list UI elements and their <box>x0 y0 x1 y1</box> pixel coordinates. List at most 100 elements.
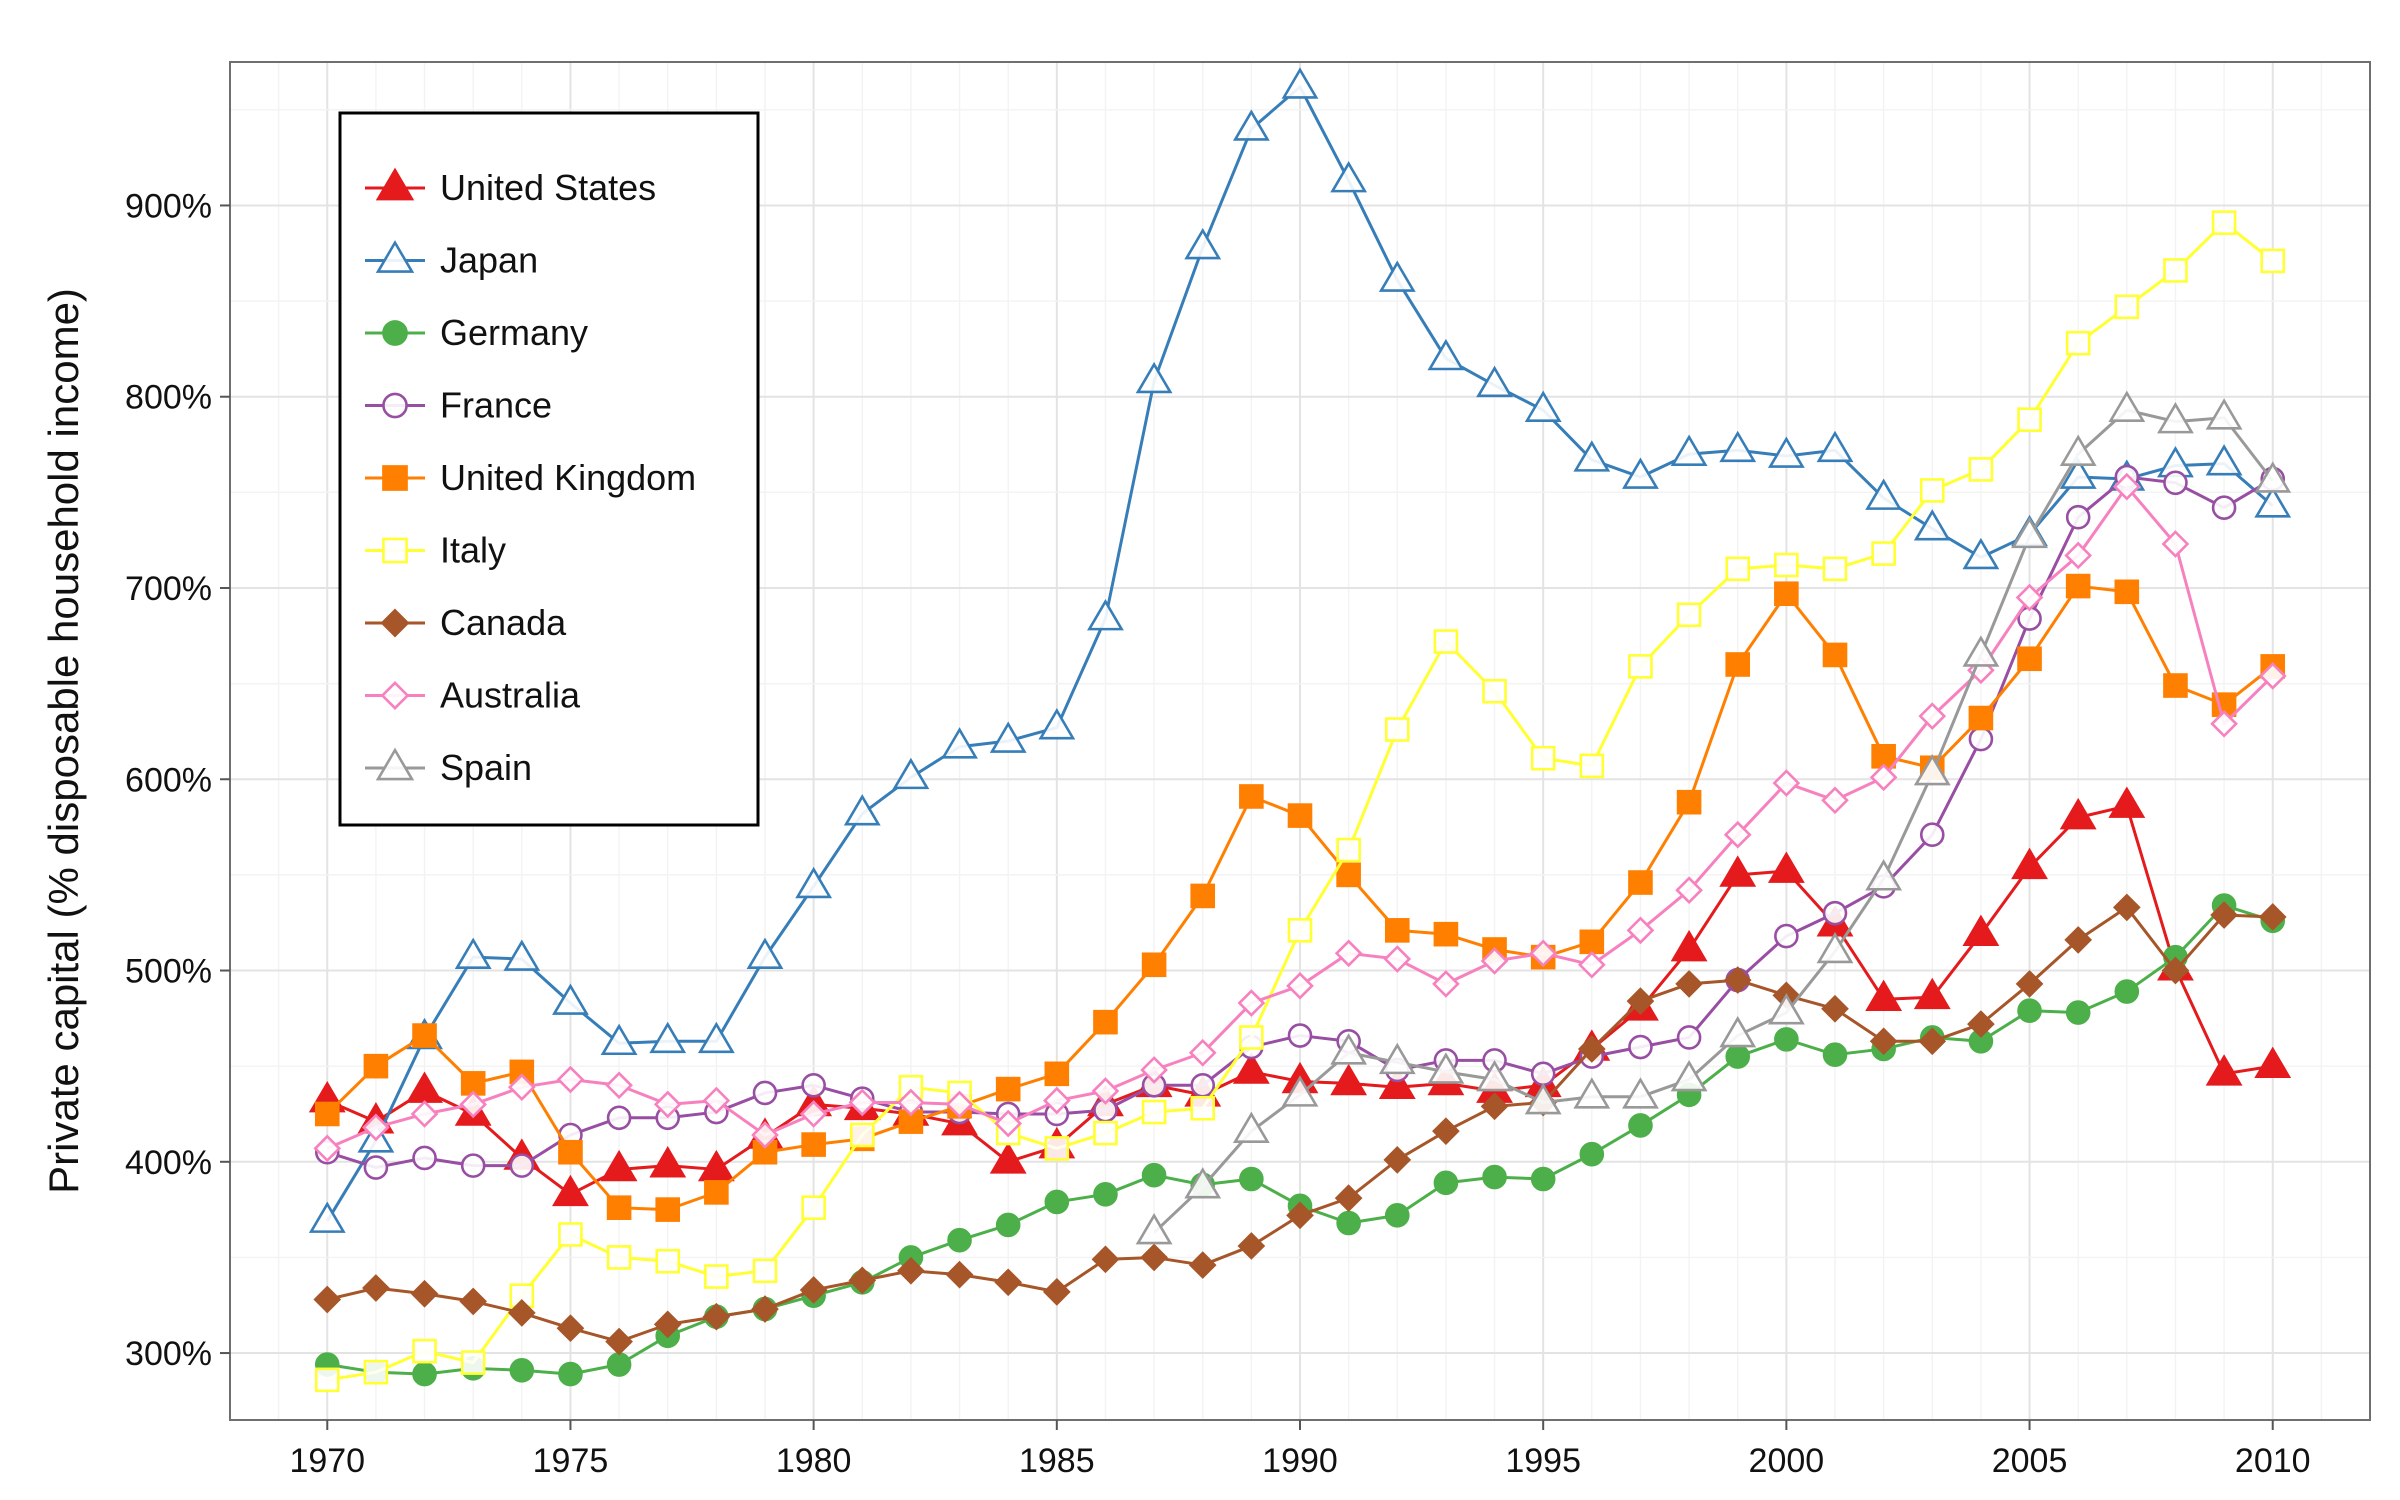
data-point-united-states <box>989 1142 1027 1174</box>
data-point-united-states <box>649 1146 687 1178</box>
data-point-united-states <box>600 1149 638 1182</box>
x-tick-label: 1990 <box>1262 1442 1338 1480</box>
data-point-canada <box>1869 1027 1898 1056</box>
data-point-france <box>1676 1025 1702 1050</box>
data-point-japan <box>746 937 784 969</box>
legend-key-marker <box>382 320 408 346</box>
data-point-canada <box>653 1310 682 1339</box>
legend-label: Spain <box>440 747 532 788</box>
data-point-japan <box>2059 457 2097 489</box>
data-point-australia <box>410 1100 439 1128</box>
y-tick-label: 800% <box>125 379 212 417</box>
data-point-italy <box>1093 1120 1118 1146</box>
data-point-japan <box>1573 440 1611 472</box>
data-point-united-states <box>2254 1046 2292 1078</box>
data-point-canada <box>313 1285 342 1314</box>
data-point-japan <box>1524 390 1562 422</box>
series-italy <box>314 210 2286 1393</box>
data-point-australia <box>2112 472 2141 501</box>
data-point-japan <box>795 866 833 899</box>
data-point-italy <box>1044 1136 1070 1161</box>
data-point-united-kingdom <box>1968 705 1994 731</box>
data-point-united-kingdom <box>314 1101 340 1127</box>
data-point-united-kingdom <box>704 1180 729 1205</box>
data-point-france <box>1530 1061 1556 1087</box>
data-point-canada <box>1091 1245 1120 1274</box>
data-point-australia <box>1432 970 1460 998</box>
x-tick-label: 1975 <box>533 1442 609 1480</box>
data-point-germany <box>1725 1044 1751 1069</box>
data-point-japan <box>1913 509 1951 541</box>
data-point-canada <box>1334 1184 1363 1212</box>
data-point-spain <box>1281 1075 1319 1107</box>
data-point-united-kingdom <box>2017 646 2042 672</box>
data-point-united-kingdom <box>1287 803 1313 828</box>
data-point-united-kingdom <box>1239 784 1264 809</box>
legend-item-united-kingdom: United Kingdom <box>365 457 696 498</box>
data-point-united-kingdom <box>2114 579 2140 605</box>
data-point-australia <box>1529 939 1558 968</box>
data-point-united-states <box>2108 786 2146 818</box>
data-point-united-kingdom <box>1093 1009 1118 1035</box>
data-point-italy <box>1871 541 1896 566</box>
data-point-italy <box>1628 654 1653 679</box>
data-point-germany <box>2017 998 2042 1023</box>
data-point-france <box>363 1155 389 1180</box>
data-point-italy <box>1336 837 1361 863</box>
legend-key-marker <box>382 392 408 419</box>
y-tick-label: 700% <box>125 570 212 608</box>
data-point-italy <box>1190 1095 1216 1121</box>
data-point-australia <box>1577 950 1606 979</box>
data-point-canada <box>1918 1027 1947 1056</box>
data-point-france <box>752 1080 778 1106</box>
data-point-germany <box>2065 1000 2091 1025</box>
data-point-japan <box>1962 537 2000 570</box>
data-point-australia <box>2064 541 2093 570</box>
data-point-france <box>606 1105 632 1131</box>
data-point-australia <box>994 1109 1023 1138</box>
legend-item-spain: Spain <box>365 747 532 788</box>
data-point-united-kingdom <box>995 1076 1021 1102</box>
data-point-italy <box>1384 717 1410 742</box>
data-point-canada <box>556 1314 585 1343</box>
data-point-united-states <box>1232 1052 1270 1084</box>
data-point-france <box>1919 822 1945 848</box>
data-point-italy <box>1433 629 1459 654</box>
data-point-canada <box>362 1274 390 1302</box>
data-point-japan <box>1427 338 1465 371</box>
data-point-canada <box>994 1268 1023 1297</box>
data-point-japan <box>843 794 881 826</box>
data-point-italy <box>2163 258 2188 283</box>
data-point-france <box>1287 1023 1313 1048</box>
data-point-united-states <box>697 1149 735 1182</box>
data-point-japan <box>1087 599 1124 631</box>
data-point-canada <box>799 1276 828 1304</box>
y-tick-label: 400% <box>125 1144 212 1182</box>
data-point-italy <box>363 1359 389 1385</box>
data-point-italy <box>1482 678 1507 704</box>
data-point-united-kingdom <box>1336 862 1361 888</box>
legend-item-germany: Germany <box>365 312 588 353</box>
data-point-australia <box>702 1086 731 1115</box>
data-point-united-states <box>1719 855 1757 887</box>
data-point-united-kingdom <box>655 1197 681 1222</box>
data-point-canada <box>2258 903 2287 931</box>
legend-key-marker <box>382 465 408 491</box>
legend: United States Japan Germany France United Ki… <box>338 111 760 827</box>
data-point-germany <box>1093 1182 1118 1207</box>
data-point-germany <box>606 1352 632 1377</box>
legend-label: Germany <box>440 312 588 353</box>
data-point-japan <box>1670 434 1708 466</box>
data-point-united-kingdom <box>363 1053 389 1079</box>
x-tick-label: 2000 <box>1749 1442 1825 1480</box>
data-point-germany <box>1239 1166 1264 1192</box>
legend-box <box>338 111 760 827</box>
data-point-australia <box>605 1071 633 1100</box>
data-point-japan <box>892 757 930 790</box>
data-point-japan <box>1816 430 1854 463</box>
data-point-germany <box>509 1357 535 1383</box>
data-point-spain <box>1913 753 1951 786</box>
legend-label: Canada <box>440 602 567 643</box>
legend-label: Italy <box>440 530 506 571</box>
data-point-germany <box>1579 1141 1605 1167</box>
